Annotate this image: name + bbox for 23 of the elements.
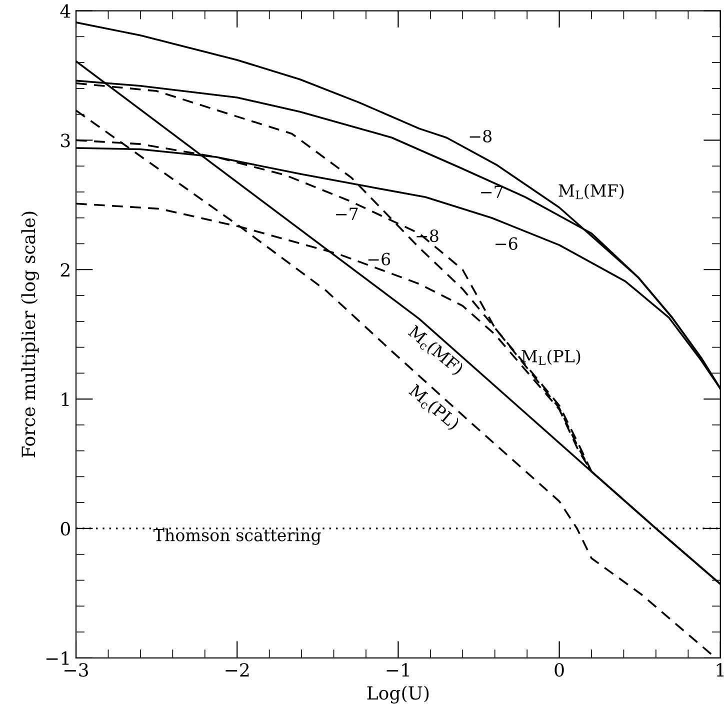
y-tick-label: −1 [46, 651, 69, 665]
x-tick-label: −2 [226, 663, 249, 676]
x-tick-label: −3 [64, 663, 88, 677]
annotation: M$_{L}$(PL) [522, 350, 580, 365]
y-tick-label: 3 [61, 134, 70, 148]
series-label: −8 [470, 130, 492, 142]
x-tick-label: 0 [554, 663, 564, 677]
y-tick-label: 2 [60, 263, 70, 276]
x-axis-title: Log(U) [367, 686, 429, 704]
y-axis-title: Force multiplier (log scale) [21, 212, 39, 458]
series-label: −7 [336, 208, 358, 220]
ref-line-label: Thomson scattering [154, 528, 321, 545]
text: M$_{c}$(MF) [406, 324, 465, 378]
annotation: M$_{L}$(MF) [558, 184, 624, 200]
series-label: −8 [416, 230, 438, 242]
y-tick-label: 4 [60, 4, 70, 18]
y-tick-label: 1 [62, 392, 69, 406]
y-tick-label: 0 [60, 522, 70, 536]
series-label: −6 [496, 237, 518, 250]
series-label: −6 [368, 252, 390, 266]
text: M$_{c}$(PL) [406, 383, 461, 432]
x-tick-label: −1 [386, 663, 409, 676]
x-tick-label: 1 [716, 663, 724, 676]
